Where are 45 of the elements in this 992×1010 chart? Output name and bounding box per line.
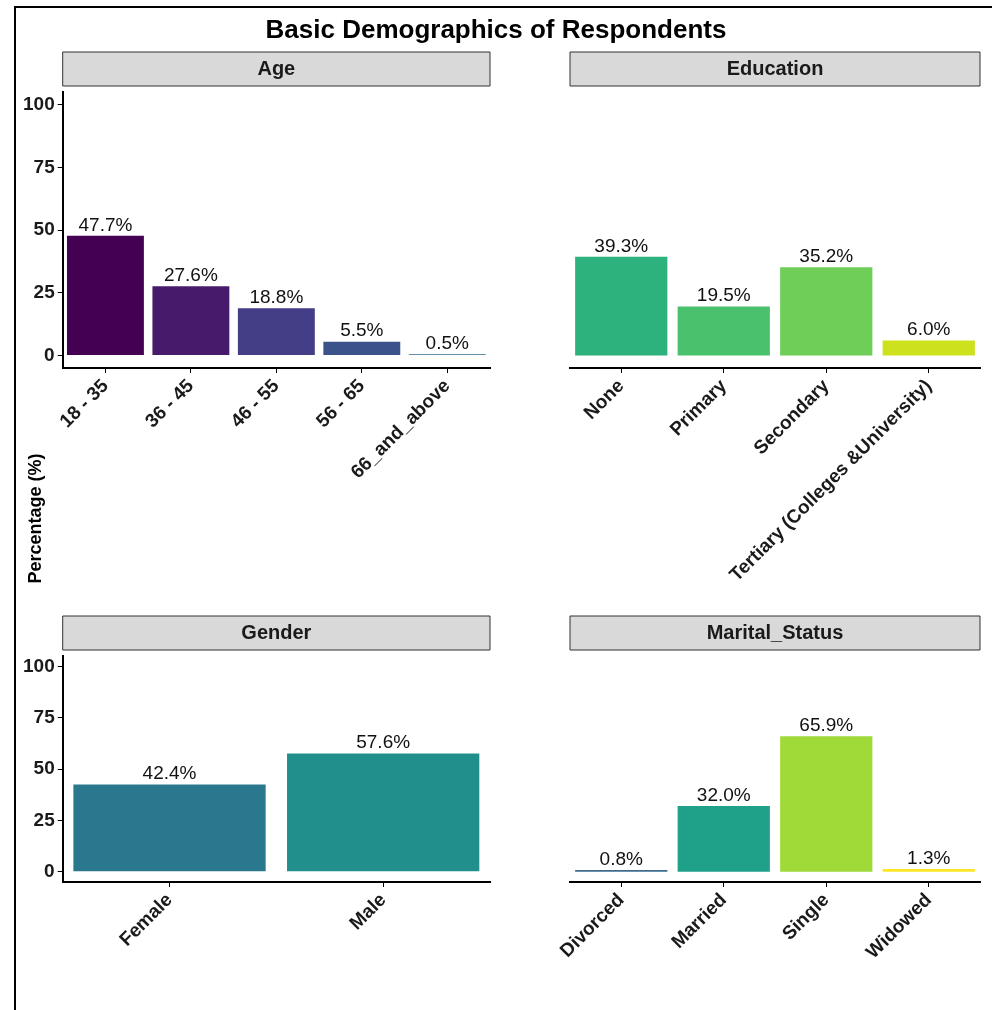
chart-subtitle: Education xyxy=(726,56,824,79)
bar xyxy=(677,306,770,356)
data-label: 32.0% xyxy=(696,783,751,805)
x-tick-label: 36 - 45 xyxy=(140,374,198,432)
data-label: 47.7% xyxy=(78,213,133,235)
data-label: 57.6% xyxy=(356,731,411,753)
data-label: 35.2% xyxy=(799,244,854,266)
y-axis-title: Percentage (%) xyxy=(24,452,46,586)
bar xyxy=(323,341,401,355)
data-label: 1.3% xyxy=(907,846,951,868)
bar xyxy=(237,308,315,355)
y-tick-label: 75 xyxy=(33,705,56,727)
data-label: 65.9% xyxy=(799,714,854,736)
bar xyxy=(677,805,770,872)
data-label: 6.0% xyxy=(907,318,951,340)
y-tick-label: 50 xyxy=(33,218,55,240)
y-tick-label: 25 xyxy=(33,808,56,830)
chart-subtitle: Marital_Status xyxy=(706,620,844,643)
data-label: 5.5% xyxy=(340,319,384,341)
y-tick-label: 0 xyxy=(44,859,55,881)
y-tick-label: 25 xyxy=(33,280,56,302)
chart-subtitle: Gender xyxy=(241,620,312,643)
bar xyxy=(780,736,873,872)
data-label: 18.8% xyxy=(249,286,304,308)
bar xyxy=(575,256,668,356)
chart-subtitle: Age xyxy=(257,56,296,79)
y-tick-label: 75 xyxy=(33,155,56,177)
y-tick-label: 50 xyxy=(33,757,55,779)
data-label: 0.8% xyxy=(599,847,644,869)
bar xyxy=(780,267,873,356)
data-label: 42.4% xyxy=(142,762,197,784)
x-tick-label: 18 - 35 xyxy=(55,374,113,432)
y-tick-label: 100 xyxy=(23,92,55,114)
bar xyxy=(152,286,230,355)
bar xyxy=(66,235,144,355)
data-label: 39.3% xyxy=(594,234,649,256)
chart-title: Basic Demographics of Respondents xyxy=(264,14,728,45)
bar xyxy=(882,869,975,872)
y-tick-label: 100 xyxy=(23,654,55,676)
data-label: 0.5% xyxy=(425,331,470,353)
bar xyxy=(882,340,975,356)
data-label: 19.5% xyxy=(696,284,751,306)
x-tick-label: 46 - 55 xyxy=(226,374,284,432)
data-label: 27.6% xyxy=(163,263,218,285)
y-tick-label: 0 xyxy=(44,343,55,365)
